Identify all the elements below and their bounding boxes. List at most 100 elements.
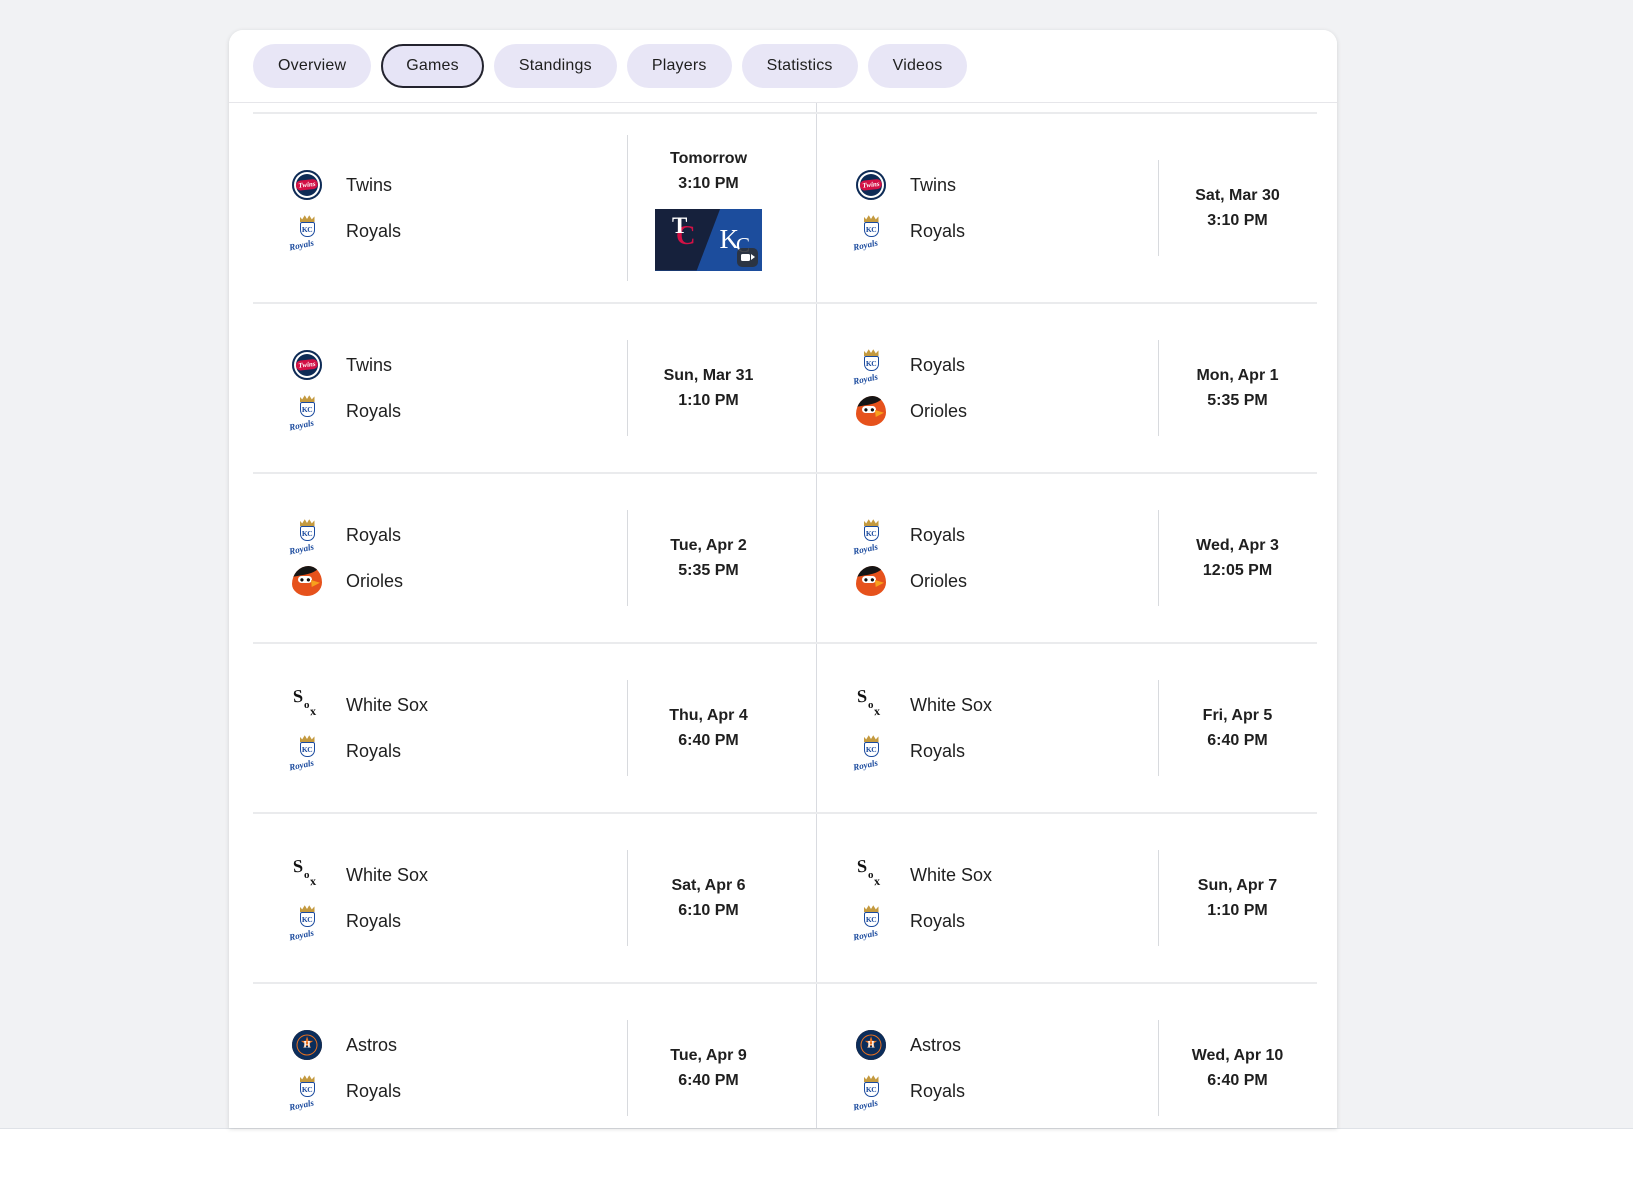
- royals-script-text: Royals: [288, 237, 315, 253]
- royals-crown-icon: [863, 519, 879, 526]
- game-cell[interactable]: KC Royals Royals Orioles Mon, Apr 1 5:35 PM: [816, 304, 1317, 472]
- game-datetime: Sun, Mar 31 1:10 PM: [627, 304, 816, 472]
- team-name: Royals: [910, 1080, 966, 1101]
- team-name: Royals: [346, 910, 402, 931]
- team-row: Twins Twins: [292, 350, 627, 380]
- orioles-eyes: [862, 576, 876, 583]
- team-row: KC Royals Royals: [852, 519, 1158, 556]
- game-datetime: Mon, Apr 1 5:35 PM: [1158, 304, 1317, 472]
- game-time: 3:10 PM: [678, 174, 739, 192]
- team-logo-slot: Twins: [292, 170, 322, 200]
- team-name: Orioles: [346, 570, 404, 591]
- astros-h: H: [867, 1039, 875, 1050]
- game-datetime: Sun, Apr 7 1:10 PM: [1158, 814, 1317, 982]
- royals-kc-shield: KC: [863, 526, 879, 541]
- royals-kc-shield: KC: [299, 526, 315, 541]
- game-datetime: Sat, Apr 6 6:10 PM: [627, 814, 816, 982]
- twins-logo: Twins: [292, 350, 322, 380]
- royals-script-text: Royals: [288, 927, 315, 943]
- game-datetime: Thu, Apr 4 6:40 PM: [627, 644, 816, 812]
- royals-crown-icon: [299, 735, 315, 742]
- games-row: Twins Twins KC Royals Royals Tomorrow 3:10 PM K…: [253, 112, 1317, 302]
- game-datetime: Wed, Apr 10 6:40 PM: [1158, 984, 1317, 1128]
- orioles-logo: [856, 396, 886, 426]
- game-time: 6:40 PM: [678, 732, 739, 749]
- team-logo-slot: [856, 396, 886, 426]
- game-date: Tomorrow: [669, 149, 748, 167]
- team-row: KC Royals Royals: [288, 395, 627, 432]
- team-row: ★ H Astros: [856, 1030, 1158, 1060]
- tab-games[interactable]: Games: [381, 44, 484, 88]
- game-cell[interactable]: KC Royals Royals Orioles Tue, Apr 2 5:35 PM: [253, 474, 816, 642]
- team-name: Twins: [910, 174, 957, 195]
- team-name: Royals: [346, 524, 402, 545]
- matchup-teams: Twins Twins KC Royals Royals: [817, 170, 1158, 252]
- game-cell[interactable]: Twins Twins KC Royals Royals Tomorrow 3:10 PM K…: [253, 114, 816, 302]
- game-cell[interactable]: ★ H Astros KC Royals Royals Tue, Apr 9 6:40 PM: [253, 984, 816, 1128]
- tab-overview[interactable]: Overview: [253, 44, 372, 88]
- game-date: Thu, Apr 4: [669, 707, 748, 724]
- royals-crown-icon: [863, 215, 879, 222]
- game-date: Sun, Mar 31: [663, 367, 754, 384]
- astros-star: ★: [299, 1035, 315, 1053]
- tab-players[interactable]: Players: [626, 44, 732, 88]
- game-time: 1:10 PM: [1207, 902, 1268, 919]
- royals-kc-shield: KC: [863, 1082, 879, 1097]
- game-date: Tue, Apr 9: [670, 1047, 747, 1064]
- tab-statistics[interactable]: Statistics: [741, 44, 858, 88]
- matchup-teams: Twins Twins KC Royals Royals: [253, 350, 627, 432]
- game-date: Tue, Apr 2: [670, 537, 747, 554]
- game-datetime: Tomorrow 3:10 PM K C C T: [627, 114, 816, 302]
- team-row: KC Royals Royals: [852, 905, 1158, 942]
- team-logo-slot: KC Royals: [288, 519, 322, 556]
- team-name: Astros: [910, 1034, 962, 1055]
- team-logo-slot: KC Royals: [288, 1075, 322, 1112]
- team-name: Royals: [910, 220, 966, 241]
- game-date: Wed, Apr 3: [1196, 537, 1279, 554]
- royals-crown-icon: [299, 395, 315, 402]
- orioles-logo: [856, 566, 886, 596]
- game-cell[interactable]: Twins Twins KC Royals Royals Sun, Mar 31 1:10 …: [253, 304, 816, 472]
- game-datetime: Tue, Apr 2 5:35 PM: [627, 474, 816, 642]
- team-row: KC Royals Royals: [288, 1075, 627, 1112]
- game-time: 6:40 PM: [1207, 732, 1268, 749]
- game-datetime: Fri, Apr 5 6:40 PM: [1158, 644, 1317, 812]
- game-datetime: Tue, Apr 9 6:40 PM: [627, 984, 816, 1128]
- royals-script-text: Royals: [852, 371, 879, 387]
- video-camera-icon: [737, 247, 758, 267]
- game-cell[interactable]: KC Royals Royals Orioles Wed, Apr 3 12:05 PM: [816, 474, 1317, 642]
- team-logo-slot: KC Royals: [852, 215, 886, 252]
- games-schedule-table: Twins Twins KC Royals Royals Tomorrow 3:10 PM K…: [229, 103, 1337, 1128]
- team-row: KC Royals Royals: [288, 905, 627, 942]
- twins-script-text: Twins: [295, 178, 319, 192]
- royals-crown-icon: [863, 349, 879, 356]
- team-row: KC Royals Royals: [288, 519, 627, 556]
- tab-videos[interactable]: Videos: [867, 44, 968, 88]
- game-date: Sat, Mar 30: [1195, 187, 1280, 204]
- team-name: White Sox: [346, 694, 429, 715]
- tab-standings[interactable]: Standings: [493, 44, 617, 88]
- matchup-teams: Twins Twins KC Royals Royals: [253, 170, 627, 252]
- team-logo-slot: KC Royals: [852, 905, 886, 942]
- team-name: White Sox: [910, 694, 993, 715]
- team-logo-slot: KC Royals: [852, 1075, 886, 1112]
- game-cell[interactable]: ★ H Astros KC Royals Royals Wed, Apr 10 6:40 PM: [816, 984, 1317, 1128]
- royals-logo: KC Royals: [852, 735, 886, 772]
- section-tabbar: Overview Games Standings Players Statist…: [229, 30, 1337, 103]
- royals-kc-shield: KC: [299, 402, 315, 417]
- game-cell[interactable]: Twins Twins KC Royals Royals Sat, Mar 30 3:10 …: [816, 114, 1317, 302]
- royals-crown-icon: [299, 1075, 315, 1082]
